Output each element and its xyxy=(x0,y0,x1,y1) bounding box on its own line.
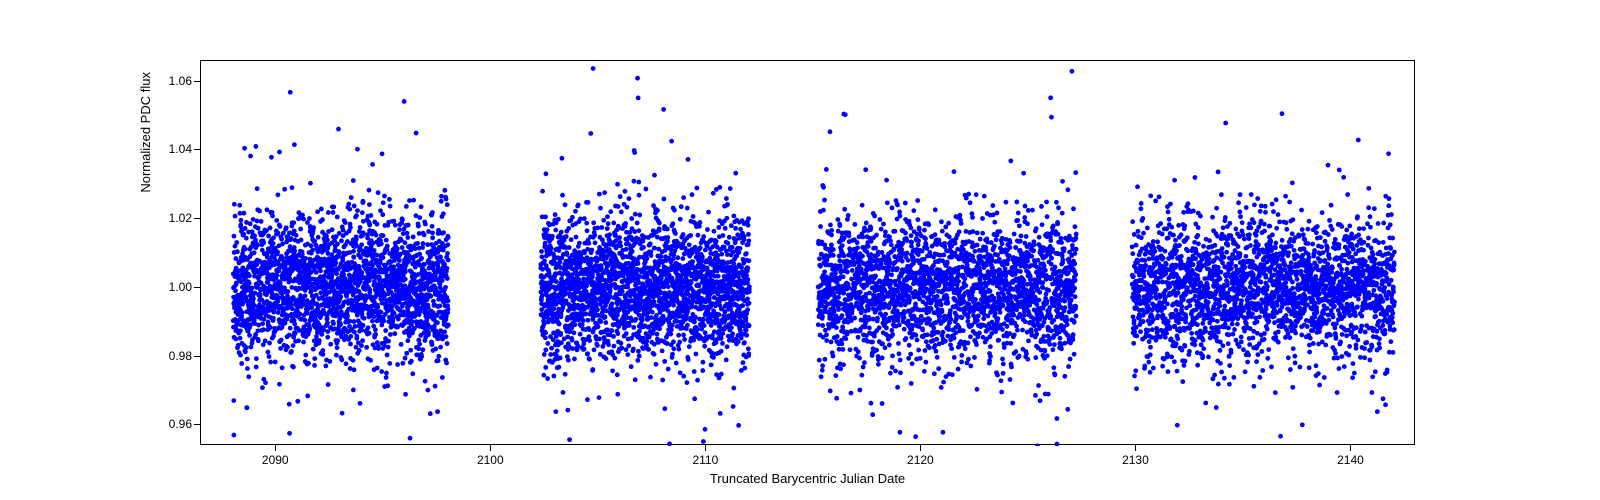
x-tick-mark xyxy=(1135,445,1136,451)
y-tick-mark xyxy=(194,81,200,82)
y-axis-label: Normalized PDC flux xyxy=(138,72,153,193)
plot-area xyxy=(200,60,1415,445)
scatter-points-layer xyxy=(201,61,1416,446)
y-tick-mark xyxy=(194,424,200,425)
y-tick-label: 1.06 xyxy=(156,74,192,88)
y-tick-label: 0.96 xyxy=(156,417,192,431)
x-axis-label: Truncated Barycentric Julian Date xyxy=(710,471,905,486)
x-tick-label: 2140 xyxy=(1337,453,1364,467)
lightcurve-scatter-chart: Truncated Barycentric Julian Date Normal… xyxy=(0,0,1600,500)
y-tick-label: 0.98 xyxy=(156,349,192,363)
x-tick-label: 2100 xyxy=(477,453,504,467)
y-tick-label: 1.00 xyxy=(156,280,192,294)
y-tick-label: 1.04 xyxy=(156,142,192,156)
y-tick-mark xyxy=(194,287,200,288)
x-tick-label: 2090 xyxy=(262,453,289,467)
x-tick-label: 2130 xyxy=(1122,453,1149,467)
y-tick-mark xyxy=(194,218,200,219)
y-tick-mark xyxy=(194,149,200,150)
x-tick-mark xyxy=(275,445,276,451)
y-tick-label: 1.02 xyxy=(156,211,192,225)
x-tick-label: 2120 xyxy=(907,453,934,467)
y-tick-mark xyxy=(194,356,200,357)
x-tick-mark xyxy=(490,445,491,451)
x-tick-mark xyxy=(705,445,706,451)
x-tick-mark xyxy=(920,445,921,451)
x-tick-mark xyxy=(1350,445,1351,451)
x-tick-label: 2110 xyxy=(692,453,718,467)
